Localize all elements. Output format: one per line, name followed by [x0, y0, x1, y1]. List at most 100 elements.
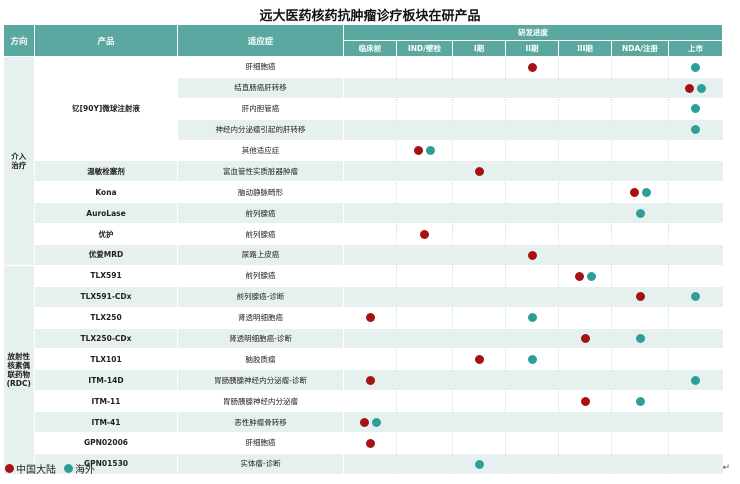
- header-progress: 研发进度: [342, 24, 724, 41]
- table-row: AuroLase 前列腺癌: [4, 202, 723, 225]
- stage-cell: [667, 369, 723, 392]
- product-cell: TLX250: [34, 307, 178, 329]
- stage-cell: [505, 328, 559, 350]
- stage-cell: [343, 77, 397, 99]
- stage-cell: [505, 348, 559, 371]
- stage-cell: [343, 453, 397, 475]
- stage-cell: [505, 181, 559, 204]
- stage-cell: [667, 390, 723, 413]
- stage-cell: [611, 223, 669, 246]
- china-dot-icon: [527, 62, 537, 72]
- product-cell: ITM-11: [34, 390, 178, 413]
- product-cell: Kona: [34, 181, 178, 204]
- stage-cell: [558, 432, 612, 454]
- stage-cell: [343, 286, 397, 308]
- stage-cell: [452, 411, 506, 434]
- header-direction: 方向: [3, 24, 35, 57]
- stage-cell: [558, 286, 612, 308]
- stage-cell: [611, 140, 669, 162]
- stage-cell: [505, 160, 559, 183]
- stage-cell: [667, 244, 723, 266]
- overseas-dot-icon: [691, 62, 701, 72]
- stage-cell: [452, 369, 506, 392]
- indication-cell: 其他适应症: [177, 140, 344, 162]
- stage-cell: [343, 140, 397, 162]
- stage-cell: [558, 160, 612, 183]
- overseas-dot-icon: [586, 271, 596, 281]
- stage-cell: [396, 390, 453, 413]
- stage-cell: [611, 56, 669, 78]
- stage-cell: [396, 56, 453, 78]
- overseas-dot-icon: [697, 83, 707, 93]
- stage-cell: [558, 369, 612, 392]
- indication-cell: 肝细胞癌: [177, 56, 344, 78]
- china-dot-icon: [629, 188, 639, 198]
- stage-cell: [452, 328, 506, 350]
- china-dot-icon: [365, 438, 375, 448]
- indication-cell: 胃肠胰腺神经内分泌瘤-诊断: [177, 369, 344, 392]
- stage-cell: [396, 98, 453, 120]
- product-cell: TLX250-CDx: [34, 328, 178, 350]
- stage-cell: [611, 286, 669, 308]
- china-dot-icon: [527, 250, 537, 260]
- indication-cell: 前列腺癌: [177, 223, 344, 246]
- stage-cell: [343, 432, 397, 454]
- product-cell: AuroLase: [34, 202, 178, 225]
- stage-cell: [667, 160, 723, 183]
- legend: 中国大陆 海外: [5, 461, 103, 476]
- stage-cell: [558, 140, 612, 162]
- overseas-dot-icon: [691, 292, 701, 302]
- page-title: 远大医药核药抗肿瘤诊疗板块在研产品: [259, 9, 481, 24]
- stage-cell: [452, 119, 506, 141]
- stage-cell: [452, 244, 506, 266]
- stage-cell: [343, 369, 397, 392]
- stage-cell: [396, 453, 453, 475]
- product-cell: 优爱MRD: [34, 244, 178, 266]
- stage-cell: [667, 181, 723, 204]
- indication-cell: 神经内分泌瘤引起的肝转移: [177, 119, 344, 141]
- stage-cell: [611, 202, 669, 225]
- stage-cell: [452, 77, 506, 99]
- indication-cell: 实体瘤-诊断: [177, 453, 344, 475]
- product-cell: GPN02006: [34, 432, 178, 454]
- table-row: TLX591-CDx 前列腺癌-诊断: [4, 286, 723, 308]
- stage-cell: [611, 390, 669, 413]
- stage-cell: [667, 140, 723, 162]
- stage-cell: [343, 98, 397, 120]
- stage-cell: [558, 348, 612, 371]
- stage-cell: [558, 390, 612, 413]
- stage-cell: [558, 328, 612, 350]
- stage-cell: [505, 77, 559, 99]
- china-dot-icon: [5, 464, 14, 473]
- stage-cell: [452, 98, 506, 120]
- stage-cell: [396, 286, 453, 308]
- overseas-dot-icon: [527, 313, 537, 323]
- stage-cell: [452, 160, 506, 183]
- indication-cell: 前列腺癌: [177, 265, 344, 287]
- overseas-dot-icon: [691, 125, 701, 135]
- product-cell: ITM-14D: [34, 369, 178, 392]
- stage-cell: [611, 328, 669, 350]
- stage-cell: [611, 77, 669, 99]
- legend-overseas: 海外: [75, 465, 95, 476]
- china-dot-icon: [574, 271, 584, 281]
- stage-cell: [505, 453, 559, 475]
- stage-cell: [667, 119, 723, 141]
- stage-cell: [505, 56, 559, 78]
- header-stage: I期: [452, 40, 506, 57]
- direction-cell: 放射性 核素偶 联药物 (RDC): [3, 265, 35, 475]
- stage-cell: [505, 286, 559, 308]
- table-row: ITM-14D 胃肠胰腺神经内分泌瘤-诊断: [4, 369, 723, 392]
- stage-cell: [396, 432, 453, 454]
- stage-cell: [396, 160, 453, 183]
- stage-cell: [343, 202, 397, 225]
- stage-cell: [343, 56, 397, 78]
- indication-cell: 肝内胆管癌: [177, 98, 344, 120]
- stage-cell: [343, 307, 397, 329]
- stage-cell: [343, 223, 397, 246]
- indication-cell: 脑胶质瘤: [177, 348, 344, 371]
- stage-cell: [611, 411, 669, 434]
- table-row: 结直肠癌肝转移: [4, 77, 723, 99]
- product-cell: 钇[90Y]微球注射液: [34, 56, 178, 162]
- stage-cell: [343, 119, 397, 141]
